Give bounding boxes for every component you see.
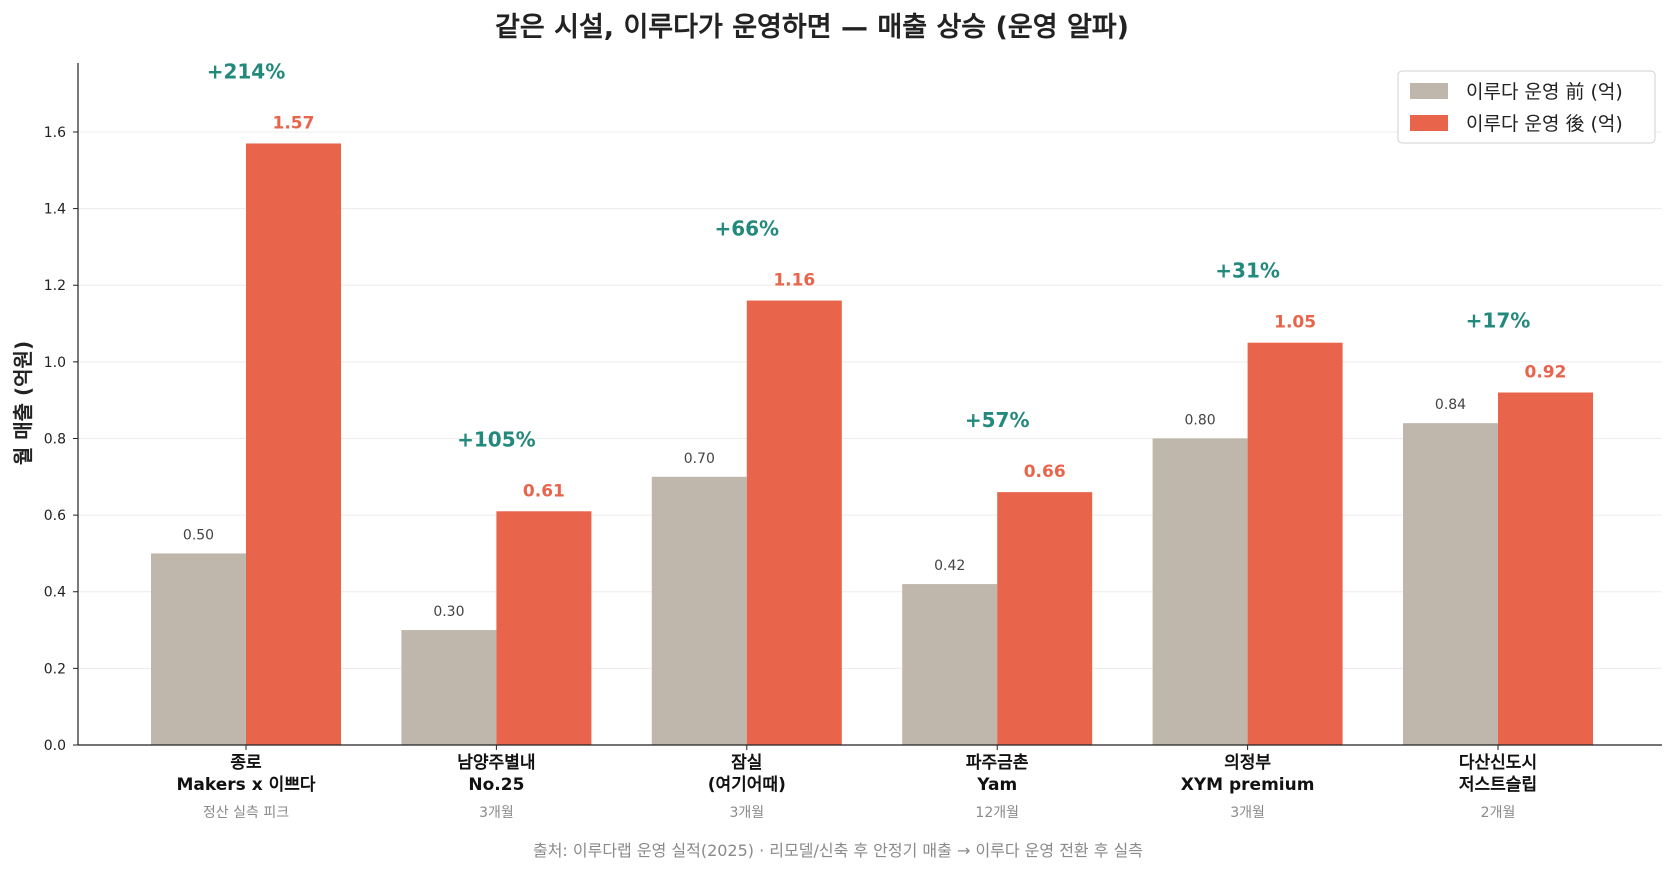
change-label: +17% xyxy=(1466,309,1531,333)
bar-before xyxy=(1152,438,1248,745)
category-label: 잠실 xyxy=(731,753,762,773)
value-label-after: 0.92 xyxy=(1525,363,1567,383)
y-tick-label: 0.6 xyxy=(44,508,66,524)
change-label: +66% xyxy=(714,217,779,241)
value-label-before: 0.42 xyxy=(934,558,965,574)
change-label: +105% xyxy=(457,427,536,451)
y-tick-label: 0.2 xyxy=(44,661,66,677)
category-sublabel: No.25 xyxy=(468,775,524,795)
y-axis: 0.0 0.2 0.4 0.6 0.8 1.0 1.2 1.4 1.6 xyxy=(44,63,79,754)
y-axis-label: 월 매출 (억원) xyxy=(11,341,35,465)
category-label: 의정부 xyxy=(1224,753,1271,773)
y-tick-label: 1.6 xyxy=(44,125,66,141)
chart-title: 같은 시설, 이루다가 운영하면 — 매출 상승 (운영 알파) xyxy=(495,12,1129,43)
legend: 이루다 운영 前 (억) 이루다 운영 後 (억) xyxy=(1397,70,1656,144)
gridlines xyxy=(78,131,1662,669)
bar-after xyxy=(246,143,341,745)
category-label: 다산신도시 xyxy=(1459,753,1537,773)
value-label-after: 1.57 xyxy=(273,113,315,133)
category-sublabel: 저스트슬립 xyxy=(1459,775,1537,795)
source-note: 출처: 이루다랩 운영 실적(2025) · 리모델/신축 후 안정기 매출 →… xyxy=(533,841,1143,860)
category-label: 남양주별내 xyxy=(457,753,535,773)
bar-before xyxy=(651,476,747,745)
category-period: 정산 실측 피크 xyxy=(203,805,289,821)
value-label-before: 0.84 xyxy=(1435,397,1466,413)
category-label: 종로 xyxy=(230,753,262,773)
y-tick-label: 0.8 xyxy=(44,431,66,447)
value-label-before: 0.50 xyxy=(183,527,214,543)
value-label-before: 0.70 xyxy=(684,451,715,467)
bars xyxy=(151,143,1593,745)
category-sublabel: Makers x 이쁘다 xyxy=(177,775,316,795)
bar-after xyxy=(496,511,592,745)
category-sublabel: (여기어때) xyxy=(708,775,786,795)
bar-before xyxy=(151,553,246,745)
category-sublabel: XYM premium xyxy=(1181,775,1315,795)
bar-before xyxy=(902,584,998,745)
bar-after xyxy=(1498,392,1593,745)
bar-after xyxy=(997,492,1093,745)
bar-before xyxy=(401,630,497,745)
category-period: 3개월 xyxy=(729,805,764,821)
change-label: +31% xyxy=(1215,259,1280,283)
change-label: +57% xyxy=(965,408,1030,432)
y-tick-label: 1.4 xyxy=(44,202,66,218)
legend-swatch xyxy=(1410,115,1448,131)
bar-before xyxy=(1403,423,1498,745)
legend-frame xyxy=(1397,70,1656,144)
category-sublabel: Yam xyxy=(976,775,1017,795)
legend-swatch xyxy=(1410,83,1448,99)
category-period: 2개월 xyxy=(1481,805,1516,821)
value-label-after: 1.05 xyxy=(1274,313,1316,333)
legend-label: 이루다 운영 後 (억) xyxy=(1466,113,1623,135)
bar-after xyxy=(1247,342,1343,745)
category-period: 3개월 xyxy=(479,805,514,821)
category-label: 파주금촌 xyxy=(966,753,1029,773)
change-label: +214% xyxy=(207,59,286,83)
value-labels: 0.50 1.57 +214% 0.30 0.61 +105% 0.70 1.16 +66% 0.… xyxy=(183,59,1567,620)
y-tick-label: 0.4 xyxy=(44,585,66,601)
value-label-after: 0.66 xyxy=(1024,462,1066,482)
legend-label: 이루다 운영 前 (억) xyxy=(1466,81,1623,103)
category-period: 12개월 xyxy=(975,805,1019,821)
category-period: 3개월 xyxy=(1230,805,1265,821)
value-label-before: 0.30 xyxy=(433,604,464,620)
value-label-after: 1.16 xyxy=(773,271,815,291)
bar-after xyxy=(746,300,842,745)
value-label-after: 0.61 xyxy=(523,481,565,501)
y-tick-label: 0.0 xyxy=(44,738,66,754)
y-tick-label: 1.2 xyxy=(44,278,66,294)
y-tick-label: 1.0 xyxy=(44,355,66,371)
value-label-before: 0.80 xyxy=(1185,412,1216,428)
